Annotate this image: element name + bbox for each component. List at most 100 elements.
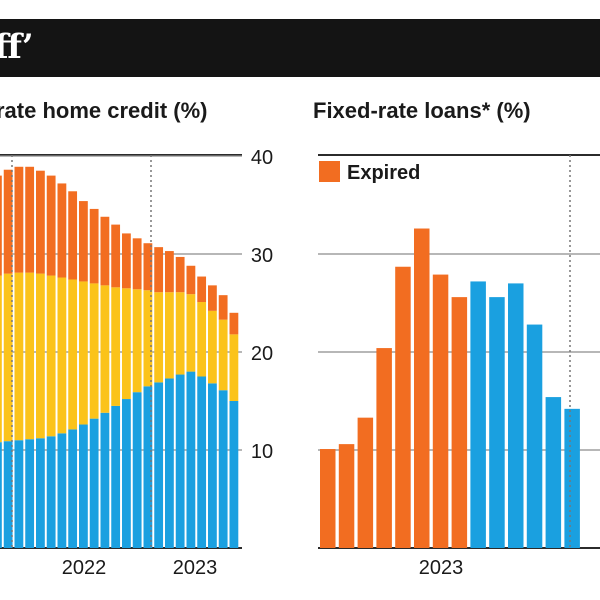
stacked-bar-segment bbox=[36, 273, 45, 439]
y-tick-label: 20 bbox=[251, 343, 273, 365]
stacked-bar-segment bbox=[208, 383, 217, 548]
stacked-bar-segment bbox=[111, 287, 121, 406]
stacked-bar-segment bbox=[46, 175, 56, 276]
stacked-bar-segment bbox=[218, 295, 228, 320]
legend-expired-swatch bbox=[319, 161, 340, 182]
stacked-bar-segment bbox=[208, 310, 217, 384]
stacked-bar-segment bbox=[3, 169, 13, 274]
chart-right: Fixed-rate loans* (%) Expired 2023 bbox=[313, 98, 600, 579]
stacked-bar-segment bbox=[122, 288, 131, 400]
stacked-bar-segment bbox=[89, 208, 99, 284]
bar bbox=[508, 283, 524, 548]
bar bbox=[451, 297, 468, 548]
bar bbox=[357, 417, 374, 548]
stacked-bar-segment bbox=[0, 442, 2, 548]
stacked-bar-segment bbox=[25, 166, 35, 273]
stacked-bar-segment bbox=[25, 272, 35, 440]
stacked-bar-segment bbox=[36, 438, 45, 548]
stacked-bar-segment bbox=[68, 429, 78, 548]
stacked-bar-segment bbox=[186, 371, 196, 548]
stacked-bar-segment bbox=[46, 275, 56, 437]
stacked-bar-segment bbox=[175, 374, 185, 548]
stacked-bar-segment bbox=[89, 418, 99, 548]
bar bbox=[489, 297, 505, 548]
legend-expired-label: Expired bbox=[347, 162, 420, 184]
x-tick-label: 2022 bbox=[62, 557, 107, 579]
bar bbox=[564, 408, 580, 548]
stacked-bar-segment bbox=[111, 224, 121, 288]
chart-left-title: rate home credit (%) bbox=[0, 98, 208, 123]
stacked-bar-segment bbox=[122, 233, 131, 289]
stacked-bar-segment bbox=[165, 292, 174, 379]
bar bbox=[376, 348, 392, 548]
stacked-bar-segment bbox=[0, 175, 2, 276]
stacked-bar-segment bbox=[89, 283, 99, 419]
x-tick-label: 2023 bbox=[419, 557, 464, 579]
stacked-bar-segment bbox=[229, 334, 239, 401]
stacked-bar-segment bbox=[57, 277, 67, 434]
chart-left: rate home credit (%) 10 20 30 40 2022 2023 bbox=[0, 98, 273, 579]
stacked-bar-segment bbox=[154, 247, 164, 293]
stacked-bar-segment bbox=[229, 312, 239, 335]
stacked-bar-segment bbox=[208, 285, 217, 311]
stacked-bar-segment bbox=[57, 433, 67, 548]
stacked-bar-segment bbox=[0, 275, 2, 443]
bar bbox=[414, 228, 430, 548]
stacked-bar-segment bbox=[14, 272, 24, 441]
y-tick-label: 30 bbox=[251, 245, 273, 267]
page-title: ff’ bbox=[0, 27, 34, 67]
bar bbox=[432, 274, 449, 548]
stacked-bar-segment bbox=[197, 276, 207, 303]
stacked-bar-segment bbox=[132, 238, 142, 290]
stacked-bar-segment bbox=[197, 376, 207, 548]
stacked-bar-segment bbox=[165, 378, 174, 548]
chart-right-x-ticks: 2023 bbox=[419, 557, 464, 579]
bar bbox=[470, 281, 486, 548]
bar bbox=[395, 266, 411, 548]
chart-left-x-ticks: 2022 2023 bbox=[62, 557, 218, 579]
bar bbox=[545, 397, 562, 548]
y-tick-label: 40 bbox=[251, 147, 273, 169]
stacked-bar-segment bbox=[57, 183, 67, 278]
bar bbox=[320, 449, 336, 548]
stacked-bar-segment bbox=[154, 292, 164, 383]
stacked-bar-segment bbox=[100, 412, 110, 548]
stacked-bar-segment bbox=[68, 279, 78, 430]
stacked-bar-segment bbox=[111, 405, 121, 548]
stacked-bar-segment bbox=[3, 273, 13, 442]
stacked-bar-segment bbox=[3, 441, 13, 548]
x-tick-label: 2023 bbox=[173, 557, 218, 579]
stacked-bar-segment bbox=[165, 251, 174, 293]
stacked-bar-segment bbox=[229, 401, 239, 548]
chart-left-y-ticks: 10 20 30 40 bbox=[251, 147, 273, 463]
stacked-bar-segment bbox=[143, 386, 153, 548]
chart-right-title: Fixed-rate loans* (%) bbox=[313, 98, 531, 123]
stacked-bar-segment bbox=[46, 436, 56, 548]
bar bbox=[338, 444, 355, 548]
y-tick-label: 10 bbox=[251, 441, 273, 463]
stacked-bar-segment bbox=[154, 382, 164, 548]
chart-right-bars bbox=[320, 228, 580, 548]
stacked-bar-segment bbox=[132, 289, 142, 393]
stacked-bar-segment bbox=[143, 243, 153, 291]
stacked-bar-segment bbox=[186, 265, 196, 295]
stacked-bar-segment bbox=[36, 170, 45, 274]
stacked-bar-segment bbox=[143, 290, 153, 387]
stacked-bar-segment bbox=[186, 294, 196, 372]
stacked-bar-segment bbox=[218, 319, 228, 391]
bar bbox=[526, 324, 543, 548]
stacked-bar-segment bbox=[175, 292, 185, 375]
stacked-bar-segment bbox=[100, 216, 110, 286]
stacked-bar-segment bbox=[132, 392, 142, 548]
stacked-bar-segment bbox=[79, 281, 88, 425]
stacked-bar-segment bbox=[218, 390, 228, 548]
stacked-bar-segment bbox=[25, 439, 35, 548]
stacked-bar-segment bbox=[197, 302, 207, 377]
stacked-bar-segment bbox=[79, 201, 88, 282]
stacked-bar-segment bbox=[175, 256, 185, 293]
chart-left-bars bbox=[0, 166, 239, 548]
chart-left-year-dividers bbox=[11, 155, 152, 548]
stacked-bar-segment bbox=[100, 285, 110, 413]
stacked-bar-segment bbox=[79, 424, 88, 548]
